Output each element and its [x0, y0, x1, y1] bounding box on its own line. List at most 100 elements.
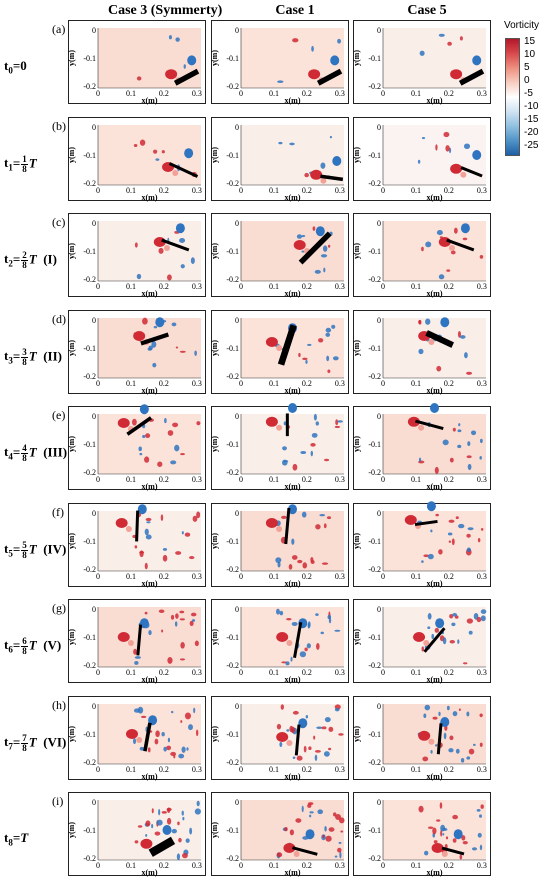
y-axis-label: y(m): [67, 822, 76, 838]
y-tick-label: -0.2: [83, 179, 96, 188]
negative-vortex: [423, 713, 427, 718]
negative-vortex: [151, 340, 157, 348]
x-tick-label: 0: [96, 89, 100, 98]
positive-vortex: [310, 559, 315, 564]
colorbar-title: Vorticity: [504, 20, 540, 31]
x-tick-label: 0.3: [335, 572, 345, 581]
positive-vortex: [292, 710, 299, 715]
flapping-plate: [168, 161, 199, 178]
positive-vortex: [292, 463, 298, 471]
positive-vortex: [307, 803, 312, 808]
negative-vortex: [315, 613, 319, 617]
positive-vortex: [449, 613, 454, 619]
vorticity-panel: 0 0.1 0.2 0.3 x(m) 0 -0.1 -0.2 y(m): [67, 404, 206, 491]
positive-vortex: [439, 802, 443, 809]
y-tick-label: 0: [377, 123, 381, 132]
positive-vortex: [322, 834, 325, 838]
x-tick-label: 0: [96, 668, 100, 677]
negative-vortex: [288, 503, 297, 514]
panel-tag: (i): [52, 794, 64, 808]
positive-vortex: [449, 457, 454, 463]
x-tick-label: 0.3: [477, 572, 487, 581]
negative-vortex: [305, 714, 309, 718]
positive-vortex: [313, 735, 316, 740]
negative-vortex: [139, 452, 143, 456]
positive-vortex: [325, 835, 332, 842]
vorticity-field-plot: 0 0.1 0.2 0.3 x(m) 0 -0.1 -0.2 y(m): [210, 403, 349, 491]
y-axis-label: y(m): [67, 339, 76, 355]
negative-vortex: [139, 618, 149, 629]
positive-vortex: [292, 38, 299, 43]
vorticity-panel: 0 0.1 0.2 0.3 x(m) 0 -0.1 -0.2 y(m): [210, 20, 349, 105]
negative-vortex: [477, 832, 482, 838]
y-axis-label: y(m): [352, 532, 361, 548]
x-tick-label: 0: [239, 379, 243, 388]
negative-vortex: [296, 234, 303, 239]
negative-vortex: [472, 149, 482, 160]
negative-vortex: [452, 710, 458, 716]
negative-vortex: [191, 619, 196, 622]
vorticity-panel: 0 0.1 0.2 0.3 x(m) 0 -0.1 -0.2 y(m): [210, 116, 349, 202]
negative-vortex: [301, 511, 307, 518]
negative-vortex: [188, 723, 193, 730]
negative-vortex: [479, 814, 482, 818]
x-tick-label: 0.3: [335, 475, 345, 484]
negative-vortex: [451, 622, 456, 627]
negative-vortex: [145, 533, 152, 539]
x-axis-label: x(m): [142, 289, 158, 298]
x-tick-label: 0.3: [477, 475, 487, 484]
vorticity-panel: 0 0.1 0.2 0.3 x(m) 0 -0.1 -0.2 y(m): [352, 500, 491, 588]
positive-vortex: [320, 177, 327, 184]
y-tick-label: -0.1: [226, 151, 239, 160]
x-axis-label: x(m): [427, 386, 443, 395]
positive-vortex: [436, 365, 442, 371]
negative-vortex: [334, 629, 341, 632]
negative-vortex: [425, 241, 432, 248]
y-tick-label: -0.2: [226, 179, 239, 188]
y-axis-label: y(m): [67, 629, 76, 645]
vorticity-panel: 0 0.1 0.2 0.3 x(m) 0 -0.1 -0.2 y(m): [210, 502, 349, 588]
time-symbol: t7: [4, 733, 13, 752]
negative-vortex: [181, 810, 184, 816]
x-tick-label: 0.2: [302, 282, 312, 291]
negative-vortex: [142, 434, 146, 439]
x-axis-label: x(m): [427, 96, 443, 105]
y-tick-label: -0.2: [226, 854, 239, 863]
negative-vortex: [443, 732, 447, 739]
positive-vortex: [452, 427, 456, 432]
negative-vortex: [292, 755, 296, 759]
y-axis-label: y(m): [352, 339, 361, 355]
positive-vortex: [172, 422, 179, 428]
vorticity-panel: 0 0.1 0.2 0.3 x(m) 0 -0.1 -0.2 y(m): [210, 403, 349, 491]
row-time-label: t8=T: [4, 830, 29, 848]
x-tick-label: 0.3: [477, 379, 487, 388]
flapping-plate: [425, 329, 454, 348]
negative-vortex: [175, 37, 180, 42]
vorticity-field-plot: 0 0.1 0.2 0.3 x(m) 0 -0.1 -0.2 y(m): [67, 792, 206, 877]
x-axis-label: x(m): [427, 675, 443, 684]
negative-vortex: [317, 809, 324, 815]
flapping-plate: [460, 165, 483, 177]
positive-vortex: [117, 418, 130, 428]
panel-tag: (h): [52, 697, 66, 712]
positive-vortex: [265, 517, 278, 528]
positive-vortex: [449, 735, 454, 740]
x-tick-label: 0.2: [159, 861, 169, 870]
y-tick-label: 0: [377, 798, 381, 807]
x-tick-label: 0.1: [269, 668, 279, 677]
y-tick-label: -0.2: [368, 661, 381, 670]
vorticity-field-plot: 0 0.1 0.2 0.3 x(m) 0 -0.1 -0.2 y(m): [352, 403, 491, 491]
positive-vortex: [276, 632, 289, 642]
y-tick-label: -0.1: [368, 54, 381, 63]
positive-vortex: [180, 452, 185, 456]
x-tick-label: 0: [239, 282, 243, 291]
negative-vortex: [425, 318, 431, 325]
positive-vortex: [284, 827, 288, 832]
positive-vortex: [334, 425, 341, 429]
flapping-plate: [136, 624, 143, 656]
row-time-label: t5= 5 8 T (IV): [4, 539, 67, 560]
y-tick-label: -0.1: [83, 537, 96, 546]
x-axis-label: x(m): [285, 868, 301, 877]
